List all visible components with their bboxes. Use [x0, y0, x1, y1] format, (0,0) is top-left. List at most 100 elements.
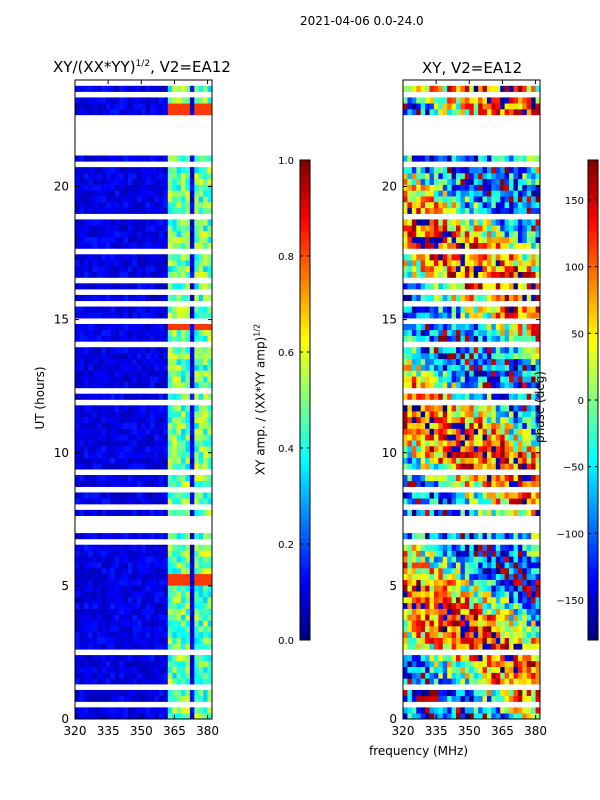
amp-cell	[176, 509, 182, 516]
phase-cell	[407, 370, 413, 377]
phase-cell	[442, 695, 448, 702]
phase-cell	[407, 219, 413, 226]
phase-cell	[469, 475, 475, 482]
amp-cell	[163, 172, 169, 180]
phase-cell	[447, 533, 452, 540]
amp-cell	[172, 614, 177, 621]
phase-cell	[451, 172, 457, 180]
amp-cell	[75, 637, 80, 644]
phase-cell	[460, 660, 466, 668]
amp-cell	[83, 358, 89, 365]
amp-cell	[189, 689, 195, 697]
amp-cell	[163, 306, 169, 313]
amp-cell	[119, 573, 124, 580]
amp-cell	[150, 579, 155, 586]
phase-cell	[531, 172, 536, 180]
amp-cell	[79, 440, 85, 447]
phase-cell	[504, 440, 510, 447]
phase-cell	[403, 579, 408, 586]
amp-cell	[194, 660, 200, 668]
amp-cell	[207, 271, 213, 278]
amp-cell	[119, 201, 124, 209]
phase-cell	[429, 306, 435, 313]
amp-cell	[105, 172, 111, 180]
amp-cell	[207, 353, 213, 360]
phase-cell	[451, 666, 457, 673]
amp-cell	[172, 689, 177, 697]
phase-cell	[425, 271, 430, 278]
amp-cell	[194, 707, 200, 714]
amp-cell	[97, 236, 102, 243]
phase-cell	[495, 451, 501, 458]
amp-cell	[167, 562, 173, 569]
phase-cell	[438, 312, 444, 319]
amp-cell	[145, 626, 151, 633]
amp-cell	[203, 103, 208, 110]
amp-cell	[207, 260, 213, 267]
phase-cell	[429, 591, 435, 598]
phase-cell	[526, 440, 532, 447]
phase-cell	[495, 544, 501, 551]
phase-cell	[504, 306, 510, 313]
phase-cell	[495, 190, 501, 197]
amp-cell	[88, 707, 93, 714]
phase-cell	[509, 196, 514, 203]
phase-cell	[526, 236, 532, 243]
amp-cell	[136, 643, 142, 650]
amp-cell	[119, 567, 124, 575]
amp-cell	[101, 329, 107, 336]
amp-cell	[114, 567, 120, 575]
amp-cell	[203, 335, 208, 342]
phase-cell	[433, 382, 439, 389]
phase-cell	[478, 271, 483, 278]
amp-cell	[194, 167, 200, 174]
amp-cell	[207, 579, 213, 586]
phase-cell	[478, 602, 483, 609]
phase-cell	[447, 643, 452, 650]
phase-cell	[535, 306, 541, 313]
amp-cell	[198, 428, 204, 435]
phase-cell	[504, 614, 510, 621]
amp-cell	[119, 492, 124, 499]
phase-cell	[469, 422, 475, 429]
amp-cell	[119, 335, 124, 342]
amp-cell	[176, 614, 182, 621]
phase-cell	[416, 562, 421, 569]
phase-cell	[491, 428, 497, 435]
phase-cell	[478, 207, 483, 214]
phase-cell	[517, 631, 523, 638]
phase-cell	[464, 376, 470, 383]
amp-cell	[198, 637, 204, 644]
amp-cell	[97, 643, 102, 650]
amp-cell	[136, 376, 142, 383]
phase-cell	[407, 585, 413, 592]
phase-cell	[495, 422, 501, 429]
amp-cell	[158, 172, 164, 180]
amp-cell	[114, 109, 120, 116]
phase-cell	[456, 585, 461, 592]
phase-cell	[433, 457, 439, 464]
phase-cell	[509, 358, 514, 365]
phase-cell	[403, 637, 408, 644]
amp-cell	[167, 178, 173, 185]
amp-cell	[79, 178, 85, 185]
phase-cell	[411, 329, 417, 336]
phase-cell	[522, 172, 528, 180]
amp-cell	[207, 689, 213, 697]
amp-cell	[88, 364, 93, 371]
amp-cell	[163, 614, 169, 621]
amp-cell	[176, 353, 182, 360]
amp-cell	[128, 347, 133, 354]
amp-cell	[176, 329, 182, 336]
amp-cell	[185, 201, 191, 209]
phase-cell	[535, 672, 541, 679]
phase-cell	[451, 451, 457, 458]
amp-cell	[119, 376, 124, 383]
amp-cell	[101, 178, 107, 185]
phase-cell	[513, 533, 519, 540]
phase-cell	[451, 707, 457, 714]
phase-cell	[526, 550, 532, 557]
amp-cell	[154, 97, 160, 104]
amp-cell	[154, 416, 160, 424]
amp-cell	[92, 562, 98, 569]
